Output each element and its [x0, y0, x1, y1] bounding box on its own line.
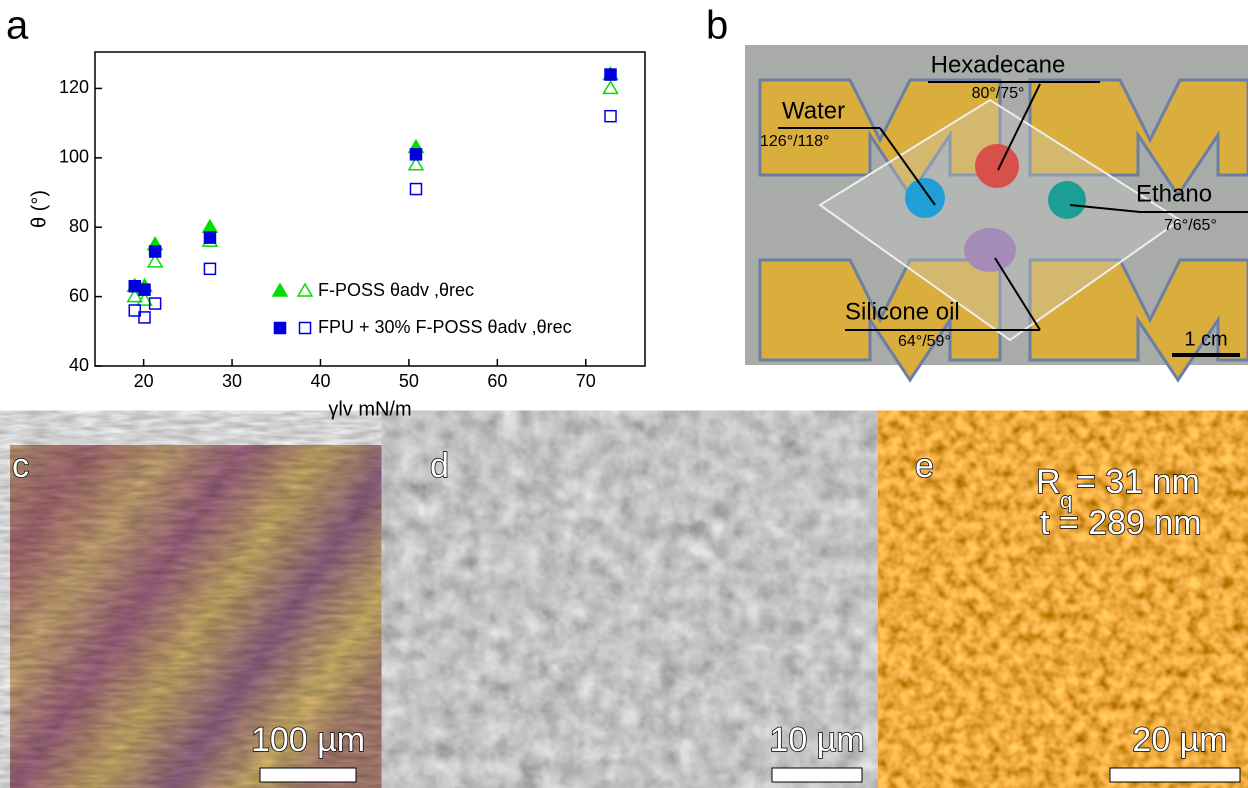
x-tick-label: 50: [399, 371, 419, 391]
data-point: [203, 220, 217, 232]
y-axis-label: θ (°): [28, 190, 50, 228]
angle-label: 64°/59°: [898, 333, 951, 350]
x-axis-label: γlv mN/m: [328, 398, 411, 420]
photo-c: 100 µm c: [10, 445, 395, 788]
thickness-value: t = 289 nm: [1040, 504, 1202, 542]
photo-d: 10 µm d: [427, 445, 880, 788]
data-point: [410, 184, 421, 195]
droplet-label: Ethano: [1136, 180, 1212, 207]
data-point: [139, 284, 150, 295]
scale-label: 100 µm: [251, 721, 365, 759]
photo-b: Hexadecane 80°/75° Water 126°/118° Ethan…: [745, 45, 1248, 380]
scale-label: 20 µm: [1132, 721, 1227, 759]
legend-label: F-POSS θadv ,θrec: [318, 280, 474, 300]
x-tick-label: 20: [134, 371, 154, 391]
data-point: [275, 323, 286, 334]
y-tick-label: 60: [69, 285, 89, 305]
photo-e: 20 µm e R q = 31 nm t = 289 nm: [912, 445, 1248, 788]
data-point: [605, 111, 616, 122]
legend-label: FPU + 30% F-POSS θadv ,θrec: [318, 317, 572, 337]
data-point: [410, 149, 421, 160]
droplet-label: Silicone oil: [845, 298, 960, 325]
x-tick-label: 40: [310, 371, 330, 391]
x-tick-label: 30: [222, 371, 242, 391]
y-tick-label: 120: [59, 77, 89, 97]
data-point: [605, 69, 616, 80]
panel-label: a: [6, 4, 29, 48]
panel-label: c: [12, 447, 29, 485]
droplet-label: Water: [782, 97, 845, 124]
panel-label: d: [430, 447, 449, 485]
roughness-symbol: R: [1036, 463, 1061, 501]
x-tick-label: 60: [487, 371, 507, 391]
scale-label: 10 µm: [769, 721, 864, 759]
roughness-value: = 31 nm: [1076, 463, 1200, 501]
data-point: [604, 81, 618, 93]
data-point: [150, 246, 161, 257]
x-tick-label: 70: [576, 371, 596, 391]
data-point: [204, 232, 215, 243]
angle-label: 76°/65°: [1164, 217, 1217, 234]
data-point: [298, 284, 312, 296]
panel-label: e: [915, 447, 934, 485]
droplet-label: Hexadecane: [931, 51, 1066, 78]
scale-label: 1 cm: [1184, 328, 1227, 350]
angle-label: 80°/75°: [972, 85, 1025, 102]
y-tick-label: 100: [59, 147, 89, 167]
y-tick-label: 40: [69, 355, 89, 375]
data-point: [273, 284, 287, 296]
angle-label: 126°/118°: [760, 133, 829, 150]
figure: a Hexadecane 80°/75° Water 126°/118° Eth…: [0, 0, 1248, 788]
panel-label: b: [706, 4, 728, 48]
data-point: [204, 263, 215, 274]
y-tick-label: 80: [69, 216, 89, 236]
data-point: [300, 323, 311, 334]
